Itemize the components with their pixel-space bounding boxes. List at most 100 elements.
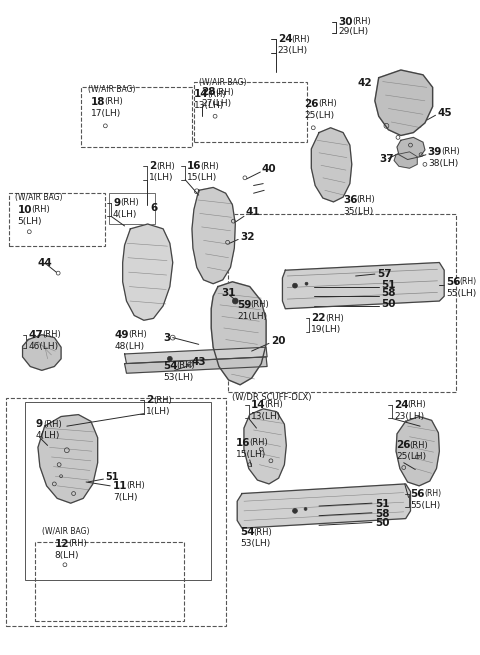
Text: 15(LH): 15(LH) bbox=[236, 449, 266, 458]
Text: 4(LH): 4(LH) bbox=[35, 431, 60, 440]
Text: 31: 31 bbox=[221, 288, 235, 298]
Text: 54: 54 bbox=[163, 360, 178, 371]
Text: 29(LH): 29(LH) bbox=[338, 27, 369, 36]
Polygon shape bbox=[396, 417, 439, 486]
Text: (RH): (RH) bbox=[408, 400, 426, 409]
Text: (RH): (RH) bbox=[31, 205, 50, 214]
Text: 37: 37 bbox=[380, 153, 394, 164]
Text: 23(LH): 23(LH) bbox=[277, 47, 308, 55]
Text: 53(LH): 53(LH) bbox=[163, 373, 193, 382]
Text: 45: 45 bbox=[437, 108, 452, 119]
Text: 16: 16 bbox=[187, 161, 202, 171]
Text: 43: 43 bbox=[192, 357, 206, 367]
Text: 56: 56 bbox=[410, 489, 425, 498]
Polygon shape bbox=[192, 187, 235, 284]
Text: 48(LH): 48(LH) bbox=[115, 342, 145, 351]
Text: 1(LH): 1(LH) bbox=[146, 407, 170, 416]
Text: (W/AIR BAG): (W/AIR BAG) bbox=[199, 78, 246, 87]
Text: 40: 40 bbox=[261, 164, 276, 174]
Text: 22: 22 bbox=[312, 313, 326, 324]
Text: (RH): (RH) bbox=[251, 301, 269, 309]
Polygon shape bbox=[312, 128, 352, 202]
Text: 50: 50 bbox=[382, 299, 396, 309]
Circle shape bbox=[168, 356, 172, 361]
Text: 46(LH): 46(LH) bbox=[28, 342, 59, 351]
Text: 9: 9 bbox=[35, 419, 42, 429]
Text: 35(LH): 35(LH) bbox=[343, 207, 373, 216]
Text: 39: 39 bbox=[428, 147, 442, 157]
Circle shape bbox=[305, 282, 308, 285]
Polygon shape bbox=[397, 138, 425, 160]
Text: 38(LH): 38(LH) bbox=[428, 159, 458, 168]
Text: 20: 20 bbox=[271, 337, 286, 346]
Text: 58: 58 bbox=[375, 509, 389, 519]
Text: (RH): (RH) bbox=[121, 198, 140, 208]
Text: 55(LH): 55(LH) bbox=[446, 289, 476, 298]
Text: 59: 59 bbox=[237, 300, 252, 310]
Text: 27(LH): 27(LH) bbox=[202, 99, 232, 108]
Polygon shape bbox=[123, 224, 173, 320]
Text: 58: 58 bbox=[382, 288, 396, 298]
Bar bbox=[9, 193, 105, 246]
Text: (RH): (RH) bbox=[42, 330, 60, 339]
Text: 51: 51 bbox=[382, 280, 396, 290]
Text: 13(LH): 13(LH) bbox=[194, 101, 224, 110]
Text: 13(LH): 13(LH) bbox=[251, 412, 281, 421]
Text: 10: 10 bbox=[18, 204, 32, 215]
Text: (W/DR SCUFF-DLX): (W/DR SCUFF-DLX) bbox=[232, 393, 312, 402]
Text: 23(LH): 23(LH) bbox=[394, 412, 424, 421]
Polygon shape bbox=[282, 263, 444, 309]
Bar bbox=[25, 402, 211, 580]
Text: 14: 14 bbox=[194, 89, 208, 99]
Text: (RH): (RH) bbox=[201, 162, 219, 171]
Text: 5(LH): 5(LH) bbox=[18, 217, 42, 225]
Text: 30: 30 bbox=[338, 17, 353, 27]
Circle shape bbox=[304, 508, 307, 510]
Text: 47: 47 bbox=[28, 329, 43, 340]
Text: 36: 36 bbox=[343, 195, 358, 205]
Text: 18: 18 bbox=[91, 97, 106, 107]
Text: (RH): (RH) bbox=[104, 98, 123, 106]
Text: (RH): (RH) bbox=[215, 88, 234, 97]
Text: (RH): (RH) bbox=[250, 438, 268, 447]
Text: 3: 3 bbox=[163, 333, 170, 343]
Text: (RH): (RH) bbox=[291, 35, 310, 44]
Polygon shape bbox=[237, 484, 410, 528]
Text: (RH): (RH) bbox=[424, 489, 441, 498]
Text: (RH): (RH) bbox=[127, 481, 145, 491]
Text: 19(LH): 19(LH) bbox=[312, 326, 342, 335]
Text: 1(LH): 1(LH) bbox=[149, 174, 173, 182]
Text: 7(LH): 7(LH) bbox=[113, 493, 138, 502]
Text: (RH): (RH) bbox=[318, 99, 337, 108]
Bar bbox=[228, 312, 235, 322]
Text: 28: 28 bbox=[202, 87, 216, 97]
Text: 41: 41 bbox=[246, 208, 261, 217]
Text: (RH): (RH) bbox=[357, 195, 375, 204]
Text: (W/AIR BAG): (W/AIR BAG) bbox=[15, 193, 62, 202]
Text: (RH): (RH) bbox=[409, 441, 428, 450]
Text: 53(LH): 53(LH) bbox=[240, 539, 270, 548]
Text: 56: 56 bbox=[446, 277, 461, 287]
Bar bbox=[6, 398, 226, 626]
Polygon shape bbox=[125, 357, 267, 373]
Text: 49: 49 bbox=[115, 329, 130, 340]
Text: (RH): (RH) bbox=[459, 277, 477, 286]
Text: 14: 14 bbox=[251, 400, 265, 410]
Text: 12: 12 bbox=[54, 538, 69, 549]
Polygon shape bbox=[375, 70, 432, 136]
Polygon shape bbox=[23, 335, 61, 370]
Circle shape bbox=[293, 283, 298, 288]
Text: 9: 9 bbox=[113, 198, 120, 208]
Text: 2: 2 bbox=[146, 395, 153, 405]
Text: 55(LH): 55(LH) bbox=[410, 500, 441, 510]
Text: 2: 2 bbox=[149, 161, 156, 171]
Polygon shape bbox=[125, 347, 267, 364]
Circle shape bbox=[232, 298, 238, 304]
Bar bbox=[194, 82, 308, 142]
Text: 32: 32 bbox=[240, 231, 254, 242]
Polygon shape bbox=[244, 409, 286, 484]
Text: 25(LH): 25(LH) bbox=[396, 453, 426, 462]
Text: 16: 16 bbox=[236, 438, 251, 447]
Circle shape bbox=[293, 508, 298, 514]
Text: (RH): (RH) bbox=[253, 527, 272, 536]
